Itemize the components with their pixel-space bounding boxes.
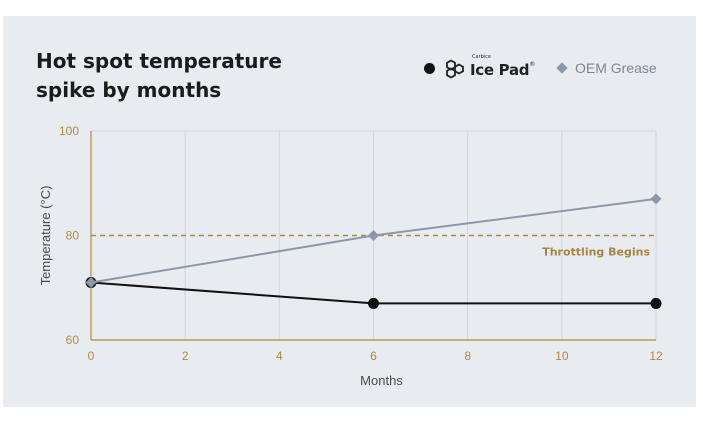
legend-marker-ice-pad (424, 62, 435, 74)
point-ice-pad-6 (368, 297, 379, 309)
x-tick-label-8: 8 (464, 349, 471, 363)
grid-layer (91, 130, 657, 340)
legend-label-ice-pad: Ice Pad (470, 61, 530, 79)
x-tick-label-2: 2 (182, 349, 189, 363)
legend-label-oem-grease: OEM Grease (575, 60, 657, 76)
chart-title: Hot spot temperature spike by months (36, 49, 282, 102)
point-ice-pad-12 (650, 297, 662, 309)
legend-item-oem-grease: OEM Grease (556, 56, 657, 80)
registered-mark: ® (529, 61, 535, 68)
point-oem-grease-0 (85, 277, 97, 289)
x-tick-label-4: 4 (276, 349, 283, 363)
x-tick-label-10: 10 (555, 349, 569, 363)
label-layer: 0 2 4 6 8 10 12 60 80 100 Months Temperature (°C) Th… (38, 124, 663, 388)
threshold-label: Throttling Begins (542, 246, 650, 259)
y-axis-title: Temperature (°C) (38, 186, 53, 286)
y-tick-label-60: 60 (66, 333, 80, 347)
point-oem-grease-12 (650, 193, 662, 205)
x-tick-label-6: 6 (370, 349, 377, 363)
ice-pad-wordmark: Carbice Ice Pad® (470, 54, 535, 79)
ice-pad-logo: Carbice Ice Pad® (444, 54, 535, 80)
brand-small-label: Carbice (472, 54, 491, 60)
y-tick-label-80: 80 (66, 229, 80, 243)
y-tick-label-100: 100 (59, 124, 79, 138)
chart-card (3, 16, 696, 407)
hexagon-chain-icon (446, 59, 464, 79)
series-layer (85, 193, 662, 309)
point-oem-grease-6 (368, 230, 379, 241)
x-axis-title: Months (360, 373, 403, 388)
x-tick-label-0: 0 (88, 349, 95, 363)
x-tick-label-12: 12 (649, 349, 663, 363)
legend-item-ice-pad: Carbice Ice Pad® (424, 54, 535, 80)
